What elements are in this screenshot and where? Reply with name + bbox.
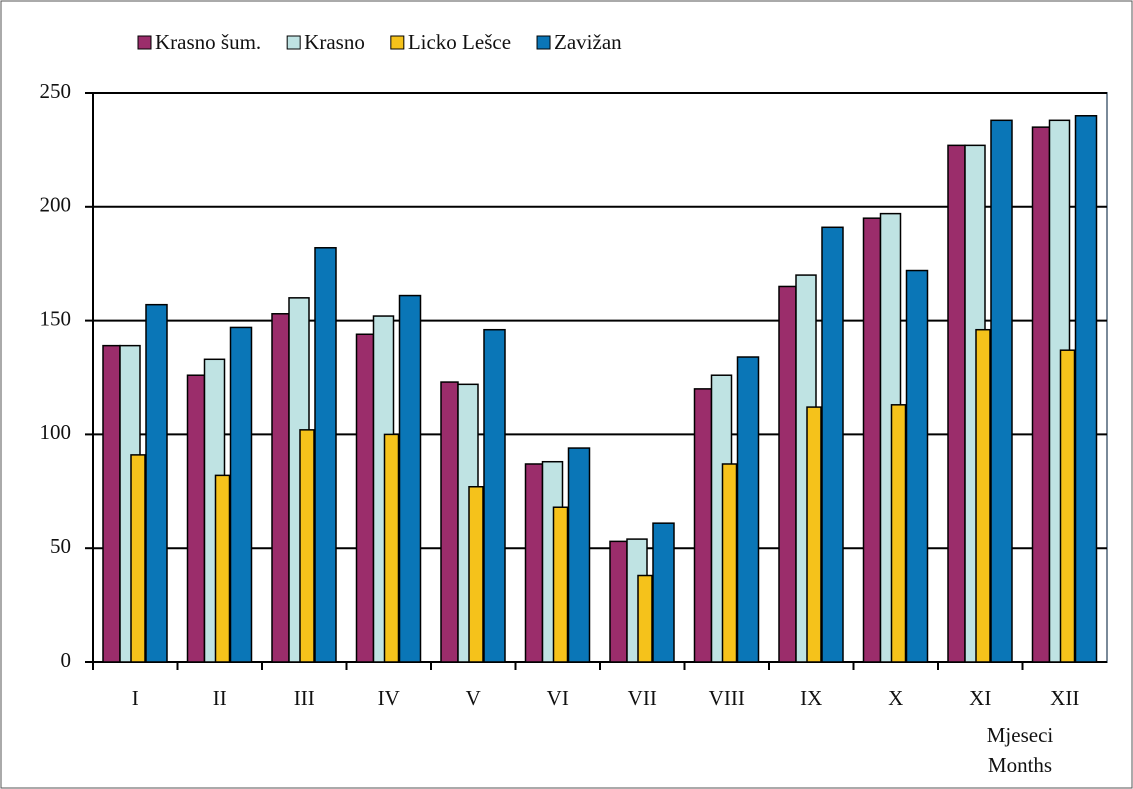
bar	[637, 574, 653, 663]
bar	[890, 404, 907, 663]
bar	[1059, 349, 1076, 663]
x-tick-label: VI	[547, 686, 569, 710]
x-axis-label: Months	[988, 753, 1052, 777]
bar	[271, 313, 290, 663]
x-tick-label: VIII	[709, 686, 745, 710]
bar	[821, 226, 844, 663]
legend-swatch	[286, 35, 301, 50]
legend-label: Zavižan	[554, 30, 622, 54]
bar	[314, 247, 337, 663]
bar	[524, 463, 544, 663]
x-tick-label: IV	[378, 686, 400, 710]
y-tick-label: 200	[40, 193, 72, 217]
bar	[778, 285, 797, 663]
bar	[145, 303, 168, 663]
y-tick-label: 0	[61, 648, 72, 672]
bar	[947, 144, 966, 663]
bar	[468, 485, 484, 663]
bar	[1074, 115, 1098, 663]
bar	[567, 447, 591, 663]
x-tick-label: V	[466, 686, 481, 710]
bar	[299, 429, 315, 663]
legend-swatch	[390, 35, 405, 50]
x-tick-label: VII	[628, 686, 657, 710]
bar	[905, 269, 929, 663]
y-tick-label: 250	[40, 79, 72, 103]
x-axis-label: Mjeseci	[987, 723, 1054, 747]
bar	[990, 119, 1013, 663]
x-tick-label: II	[213, 686, 227, 710]
y-tick-label: 50	[50, 534, 71, 558]
bar	[398, 294, 422, 663]
y-tick-label: 150	[40, 306, 72, 330]
bar	[229, 326, 253, 663]
bar	[975, 328, 991, 663]
bar	[483, 328, 506, 663]
bar	[609, 540, 628, 663]
bar	[355, 333, 375, 663]
bar	[1031, 126, 1051, 663]
bar	[440, 381, 459, 663]
bar	[130, 454, 146, 663]
bar	[214, 474, 231, 663]
legend-swatch	[137, 35, 152, 50]
legend-swatch	[536, 35, 551, 50]
bar	[383, 433, 400, 663]
bar	[552, 506, 569, 663]
bar	[102, 344, 121, 663]
legend-label: Krasno	[304, 30, 365, 54]
y-tick-label: 100	[40, 420, 72, 444]
bar	[736, 356, 760, 663]
x-tick-label: III	[294, 686, 315, 710]
bar	[652, 522, 675, 663]
bar	[862, 217, 882, 663]
bar	[693, 388, 713, 663]
legend-label: Licko Lešce	[408, 30, 511, 54]
bar	[806, 406, 822, 663]
legend-label: Krasno šum.	[155, 30, 261, 54]
x-tick-label: XII	[1050, 686, 1079, 710]
x-tick-label: IX	[800, 686, 822, 710]
bar	[721, 463, 738, 663]
x-tick-label: X	[888, 686, 903, 710]
bar	[186, 374, 206, 663]
x-tick-label: XI	[969, 686, 991, 710]
x-tick-label: I	[132, 686, 139, 710]
